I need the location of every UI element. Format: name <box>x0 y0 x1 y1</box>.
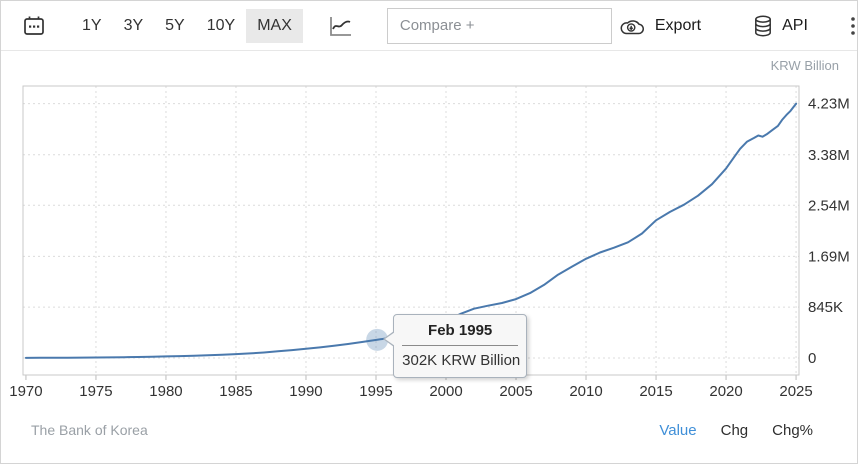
kebab-menu-icon <box>851 16 855 35</box>
cloud-download-icon <box>620 19 644 34</box>
footer-links: Value Chg Chg% <box>659 422 813 439</box>
svg-text:1975: 1975 <box>79 383 112 400</box>
svg-text:1970: 1970 <box>9 383 42 400</box>
tooltip-value: 302K KRW Billion <box>402 351 521 369</box>
export-label: Export <box>654 16 702 34</box>
chart-area: KRW Billion 0 845K 1.69M 2.54M 3.38M 4.23M 197… <box>1 51 857 409</box>
svg-text:1995: 1995 <box>359 383 392 400</box>
api-button[interactable]: API <box>747 14 814 38</box>
more-menu-button[interactable] <box>846 11 858 41</box>
range-button-1y[interactable]: 1Y <box>71 9 113 43</box>
toolbar: 1Y 3Y 5Y 10Y MAX Export <box>1 1 857 51</box>
tooltip-date: Feb 1995 <box>428 321 493 339</box>
calendar-icon <box>24 16 44 35</box>
range-selector: 1Y 3Y 5Y 10Y MAX <box>71 8 303 43</box>
svg-text:3.38M: 3.38M <box>808 147 850 164</box>
chart-tooltip: Feb 1995 302K KRW Billion <box>383 313 528 378</box>
line-chart-icon <box>329 16 351 36</box>
selected-point-marker[interactable] <box>366 328 389 351</box>
svg-text:2015: 2015 <box>639 383 672 400</box>
svg-text:0: 0 <box>808 350 816 367</box>
svg-text:2.54M: 2.54M <box>808 197 850 214</box>
range-button-3y[interactable]: 3Y <box>113 9 155 43</box>
svg-text:1.69M: 1.69M <box>808 248 850 265</box>
api-label: API <box>782 16 808 34</box>
range-button-5y[interactable]: 5Y <box>154 9 196 43</box>
chart-type-button[interactable] <box>323 10 357 42</box>
svg-text:1980: 1980 <box>149 383 182 400</box>
footer-link-chg[interactable]: Chg <box>720 422 749 439</box>
svg-text:2025: 2025 <box>779 383 812 400</box>
svg-text:2000: 2000 <box>429 383 462 400</box>
svg-text:2010: 2010 <box>569 383 602 400</box>
range-button-10y[interactable]: 10Y <box>196 9 246 43</box>
database-icon <box>755 15 772 36</box>
footer: The Bank of Korea Value Chg Chg% <box>1 409 857 439</box>
series-line[interactable] <box>24 102 798 359</box>
range-button-max[interactable]: MAX <box>246 8 303 43</box>
svg-text:845K: 845K <box>808 299 843 316</box>
compare-input[interactable] <box>386 7 612 44</box>
svg-text:1990: 1990 <box>289 383 322 400</box>
tooltip-separator <box>402 344 519 346</box>
svg-text:2020: 2020 <box>709 383 742 400</box>
axis-unit-label: KRW Billion <box>770 58 839 73</box>
calendar-button[interactable] <box>19 11 49 41</box>
source-label: The Bank of Korea <box>31 422 148 438</box>
footer-link-value[interactable]: Value <box>659 422 697 439</box>
svg-text:4.23M: 4.23M <box>808 96 850 113</box>
export-button[interactable]: Export <box>612 15 707 37</box>
svg-text:1985: 1985 <box>219 383 252 400</box>
footer-link-chgpct[interactable]: Chg% <box>772 422 813 439</box>
svg-text:2005: 2005 <box>499 383 532 400</box>
line-chart[interactable]: 0 845K 1.69M 2.54M 3.38M 4.23M 1970 1975 1980 198… <box>1 51 857 409</box>
